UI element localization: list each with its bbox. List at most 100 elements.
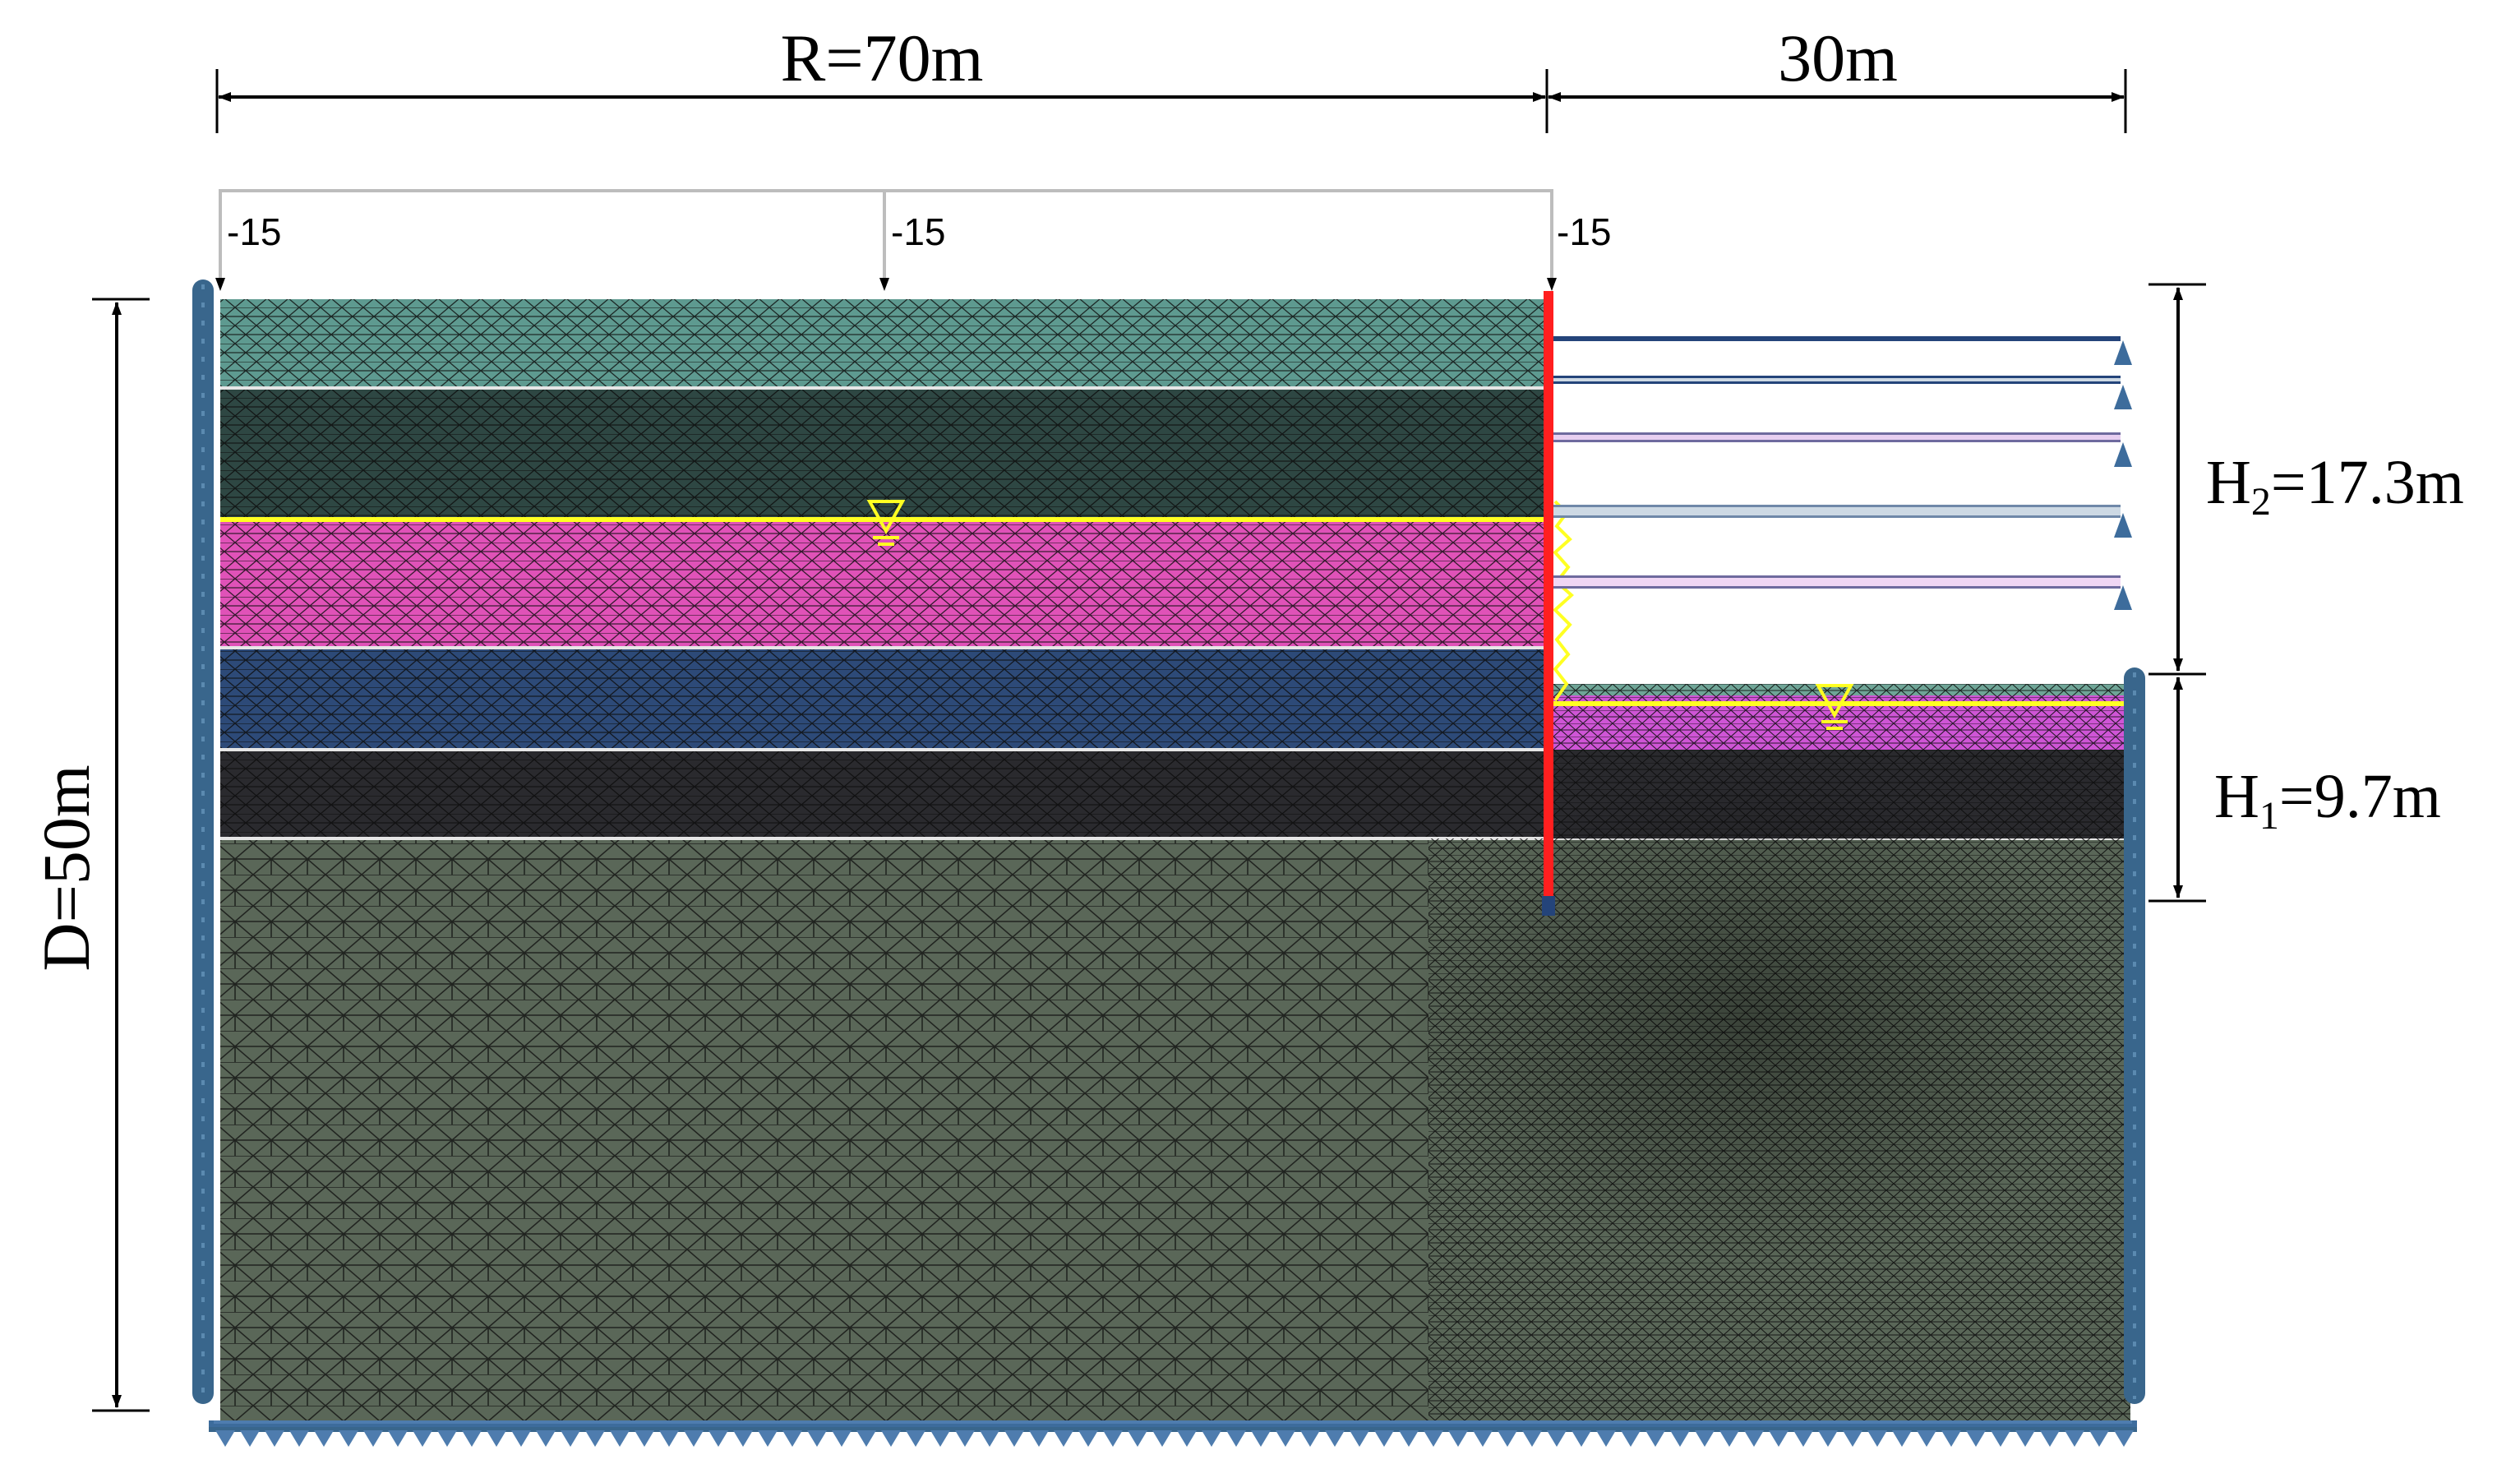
top-dimension-lines: R=70m 30m xyxy=(215,21,2127,133)
mesh-overlay xyxy=(220,838,1428,1420)
boundary-left xyxy=(192,279,214,1404)
fixed-support-icon xyxy=(906,1430,925,1447)
fixed-support-icon xyxy=(1621,1430,1641,1447)
soil-layers-excavation xyxy=(1389,684,2130,1420)
h1-label: H1=9.7m xyxy=(2214,762,2441,838)
surface-load-value: -15 xyxy=(1557,210,1611,253)
fixed-support-icon xyxy=(1251,1430,1271,1447)
fixed-support-icon xyxy=(1991,1430,2010,1447)
fixed-support-icon xyxy=(980,1430,999,1447)
fixed-support-icon xyxy=(1276,1430,1295,1447)
water-pressure-jagged xyxy=(1553,500,1574,702)
fixed-support-icon xyxy=(1029,1430,1049,1447)
fixed-support-icon xyxy=(1226,1430,1246,1447)
excavation-depth-dimensions: H2=17.3m H1=9.7m xyxy=(2148,283,2464,903)
water-table-marker-right xyxy=(1815,684,1854,730)
fixed-support-icon xyxy=(1966,1430,1986,1447)
fixed-support-icon xyxy=(1793,1430,1813,1447)
fixed-support-icon xyxy=(215,1430,235,1447)
fixed-support-icon xyxy=(807,1430,827,1447)
right-width-label: 30m xyxy=(1778,21,1898,95)
load-arrow-icon xyxy=(1547,278,1557,291)
fixed-support-icon xyxy=(881,1430,901,1447)
fixed-support-icon xyxy=(1498,1430,1517,1447)
fixed-support-icon xyxy=(265,1430,284,1447)
fixed-support-icon xyxy=(536,1430,556,1447)
fixed-support-icon xyxy=(955,1430,975,1447)
fixed-support-icon xyxy=(561,1430,580,1447)
boundary-right xyxy=(2124,667,2145,1404)
h2-label-subscript: 2 xyxy=(2251,480,2271,524)
fixed-support-icon xyxy=(1769,1430,1788,1447)
triangle-support-icon xyxy=(214,1420,2132,1424)
inverted-triangle-icon xyxy=(866,500,906,535)
fixed-support-icon xyxy=(388,1430,408,1447)
triangle-support-icon xyxy=(2114,340,2132,365)
fixed-support-icon xyxy=(1128,1430,1147,1447)
fixed-support-icon xyxy=(1670,1430,1690,1447)
fixed-support-icon xyxy=(733,1430,753,1447)
boundary-bottom xyxy=(209,1420,2137,1447)
h1-label-tail: =9.7m xyxy=(2279,762,2441,831)
fixed-support-icon xyxy=(782,1430,802,1447)
fixed-support-icon xyxy=(1596,1430,1616,1447)
fixed-support-icon xyxy=(1152,1430,1172,1447)
fixed-support-icon xyxy=(487,1430,506,1447)
strut-supports xyxy=(1553,336,2132,610)
strut-bar-fill xyxy=(1553,378,2121,381)
h2-label: H2=17.3m xyxy=(2206,448,2464,524)
fixed-support-icon xyxy=(363,1430,383,1447)
fixed-support-icon xyxy=(1300,1430,1320,1447)
strut-bar-fill xyxy=(1553,435,2121,440)
fixed-support-icon xyxy=(1892,1430,1912,1447)
fixed-support-icon xyxy=(1177,1430,1197,1447)
fixed-support-icon xyxy=(1473,1430,1493,1447)
load-arrow-icon xyxy=(215,278,225,291)
retaining-wall xyxy=(1542,291,1555,916)
fixed-support-icon xyxy=(2040,1430,2060,1447)
strut-bar xyxy=(1553,336,2121,341)
fixed-support-icon xyxy=(1424,1430,1443,1447)
fixed-support-icon xyxy=(1547,1430,1567,1447)
depth-label: D=50m xyxy=(29,764,104,971)
strut-bar-fill xyxy=(1553,507,2121,515)
depth-dimension: D=50m xyxy=(29,298,150,1412)
surface-load-value: -15 xyxy=(891,210,945,253)
bottom-triangle-row xyxy=(215,1430,2134,1447)
inverted-triangle-icon xyxy=(1815,684,1854,719)
surface-load: -15 -15 -15 xyxy=(215,189,1611,291)
fixed-support-icon xyxy=(314,1430,334,1447)
fixed-support-icon xyxy=(1645,1430,1665,1447)
fixed-support-icon xyxy=(1103,1430,1123,1447)
fixed-support-icon xyxy=(1695,1430,1715,1447)
fixed-support-icon xyxy=(1325,1430,1345,1447)
load-arrow-icon xyxy=(879,278,889,291)
h1-label-main: H xyxy=(2214,762,2259,831)
fixed-support-icon xyxy=(1350,1430,1369,1447)
fixed-support-icon xyxy=(1004,1430,1024,1447)
fixed-support-icon xyxy=(930,1430,950,1447)
fixed-support-icon xyxy=(856,1430,876,1447)
fixed-support-icon xyxy=(413,1430,432,1447)
fixed-support-icon xyxy=(289,1430,309,1447)
fixed-support-icon xyxy=(585,1430,605,1447)
fixed-support-icon xyxy=(2114,1430,2134,1447)
fixed-support-icon xyxy=(1941,1430,1961,1447)
fixed-support-icon xyxy=(610,1430,630,1447)
fixed-support-icon xyxy=(462,1430,482,1447)
fixed-support-icon xyxy=(240,1430,260,1447)
h2-label-tail: =17.3m xyxy=(2271,448,2464,517)
fixed-support-icon xyxy=(684,1430,704,1447)
mesh-refinement-zone xyxy=(1389,773,2112,1266)
fixed-support-icon xyxy=(437,1430,457,1447)
fixed-support-icon xyxy=(1843,1430,1862,1447)
mesh-overlay xyxy=(220,299,1547,838)
strut-bar-fill xyxy=(1553,578,2121,586)
h1-label-subscript: 1 xyxy=(2259,794,2279,838)
water-table xyxy=(220,500,2129,730)
triangle-support-icon xyxy=(2114,585,2132,610)
fixed-support-icon xyxy=(1522,1430,1542,1447)
fixed-support-icon xyxy=(1867,1430,1887,1447)
bottom-fixed-boundary xyxy=(209,1427,2137,1432)
